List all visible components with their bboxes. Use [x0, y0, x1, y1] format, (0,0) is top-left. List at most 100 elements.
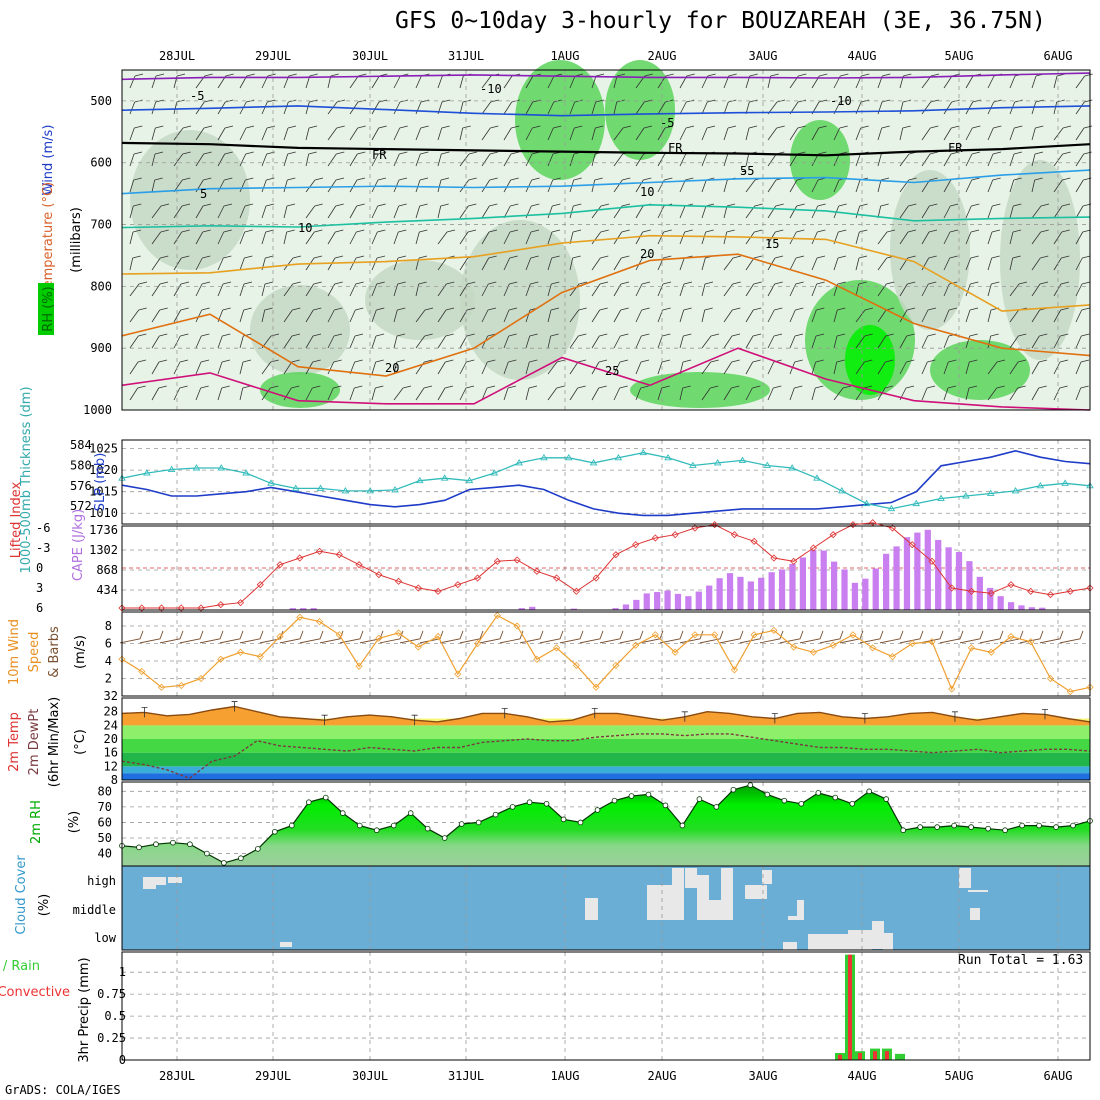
wind-barb [349, 333, 364, 349]
wind-barb [767, 333, 783, 349]
y-label-dewpt: 2m DewPt [27, 709, 42, 776]
wind-barb [833, 359, 845, 375]
y-tick-temp: 28 [104, 705, 118, 719]
wind-barb [437, 151, 450, 167]
wind-barb [943, 307, 958, 323]
wind-barb [965, 333, 978, 349]
wind-barb [1075, 99, 1093, 115]
rh-shading [260, 372, 340, 408]
y-tick-temp: 8 [111, 773, 118, 787]
isotherm--5 [121, 105, 1091, 117]
wind-barb [811, 385, 824, 401]
cape-bar [518, 608, 525, 610]
wind-speed-marker [987, 648, 995, 656]
thickness-marker [1011, 487, 1020, 494]
wind-barb [481, 177, 498, 193]
contour-label: 20 [640, 247, 654, 261]
wind-barb [547, 255, 560, 271]
wind-barb [195, 385, 209, 401]
wind-barb [987, 125, 1002, 141]
x-tick-bottom: 2AUG [648, 1069, 677, 1083]
cape-bar [830, 561, 838, 610]
credit-label: GrADS: COLA/IGES [5, 1083, 121, 1097]
wind-barb [437, 385, 454, 401]
lifted-index-marker [315, 547, 324, 555]
wind-speed-marker [375, 634, 383, 642]
wind-barb [481, 281, 497, 297]
dewpoint-line [121, 733, 1091, 780]
wind-barb [965, 229, 980, 245]
wind-barb [151, 281, 169, 297]
wind-barb [987, 281, 1000, 297]
rh-marker [272, 828, 278, 835]
lifted-index-marker [730, 531, 738, 539]
cape-bar [820, 550, 827, 610]
axis-labels: 28JUL 29JUL 30JUL 31JUL 1AUG 2AUG 3AUG 4AUG 5AUG… [0, 49, 1072, 1083]
thickness-marker [788, 464, 796, 471]
wind-barb [481, 229, 498, 245]
thickness-marker [490, 469, 499, 476]
wind-barb [151, 359, 168, 375]
wind-barb [767, 307, 783, 323]
cape-bar [695, 591, 702, 610]
lifted-index-marker [691, 524, 699, 532]
cape-bar [643, 593, 650, 610]
cloud-block [883, 933, 893, 950]
wind-barb [1009, 125, 1023, 141]
cape-bar [903, 537, 911, 610]
wind-barb [613, 385, 628, 401]
rh-marker [815, 790, 822, 796]
wind-barb [525, 99, 541, 115]
cloud-block [685, 868, 697, 888]
wind-barb [877, 359, 894, 375]
wind-barb [899, 359, 915, 375]
y-tick-thickness: 584 [70, 438, 92, 452]
wind-barb [217, 385, 230, 401]
rh-marker [917, 824, 923, 830]
wind-barb [1031, 177, 1043, 193]
wind-speed-marker [967, 644, 976, 652]
contour-label: FR [372, 148, 387, 162]
wind-speed-marker [157, 683, 166, 691]
wind-barb [701, 333, 720, 349]
x-tick-top: 3AUG [749, 49, 778, 63]
wind-barb [217, 151, 233, 167]
wind-barb [261, 281, 274, 297]
cape-bar [289, 608, 296, 610]
wind-barb [371, 255, 386, 271]
wind-barb-10m [359, 630, 384, 644]
x-tick-top: 30JUL [352, 49, 388, 63]
wind-speed-line [121, 614, 1091, 693]
cloud-block [797, 900, 804, 920]
wind-barb [855, 385, 873, 401]
lifted-index-marker [711, 521, 719, 529]
wind-barb [349, 385, 363, 401]
wind-barb-10m [919, 630, 944, 644]
wind-barb-10m [199, 630, 224, 644]
wind-barb [745, 255, 763, 271]
wind-barb [591, 99, 604, 115]
wind-barb [965, 177, 980, 193]
lifted-index-marker [829, 531, 837, 539]
slp-thickness-panel: 584 580 576 572 1025 1020 1015 1010 [70, 438, 1094, 525]
wind-barb [305, 229, 323, 245]
wind-barb [987, 333, 999, 349]
wind-barb [393, 229, 407, 245]
cape-bar [570, 608, 578, 610]
y-label-lifted: Lifted Index [9, 481, 24, 558]
wind-barb [1075, 255, 1091, 271]
wind-speed-marker [454, 670, 462, 678]
wind-barb [1053, 333, 1069, 349]
y-tick-rh: 70 [98, 800, 112, 814]
rh-marker [781, 797, 788, 804]
rh-marker [934, 824, 940, 830]
y-tick: 800 [90, 279, 112, 293]
rh-shading [515, 60, 605, 180]
wind-barb-10m [779, 630, 804, 644]
temp-band [122, 752, 1090, 767]
y-tick-lifted: 6 [36, 601, 43, 615]
cloud-block [808, 934, 848, 950]
y-tick-wind: 6 [105, 637, 112, 651]
